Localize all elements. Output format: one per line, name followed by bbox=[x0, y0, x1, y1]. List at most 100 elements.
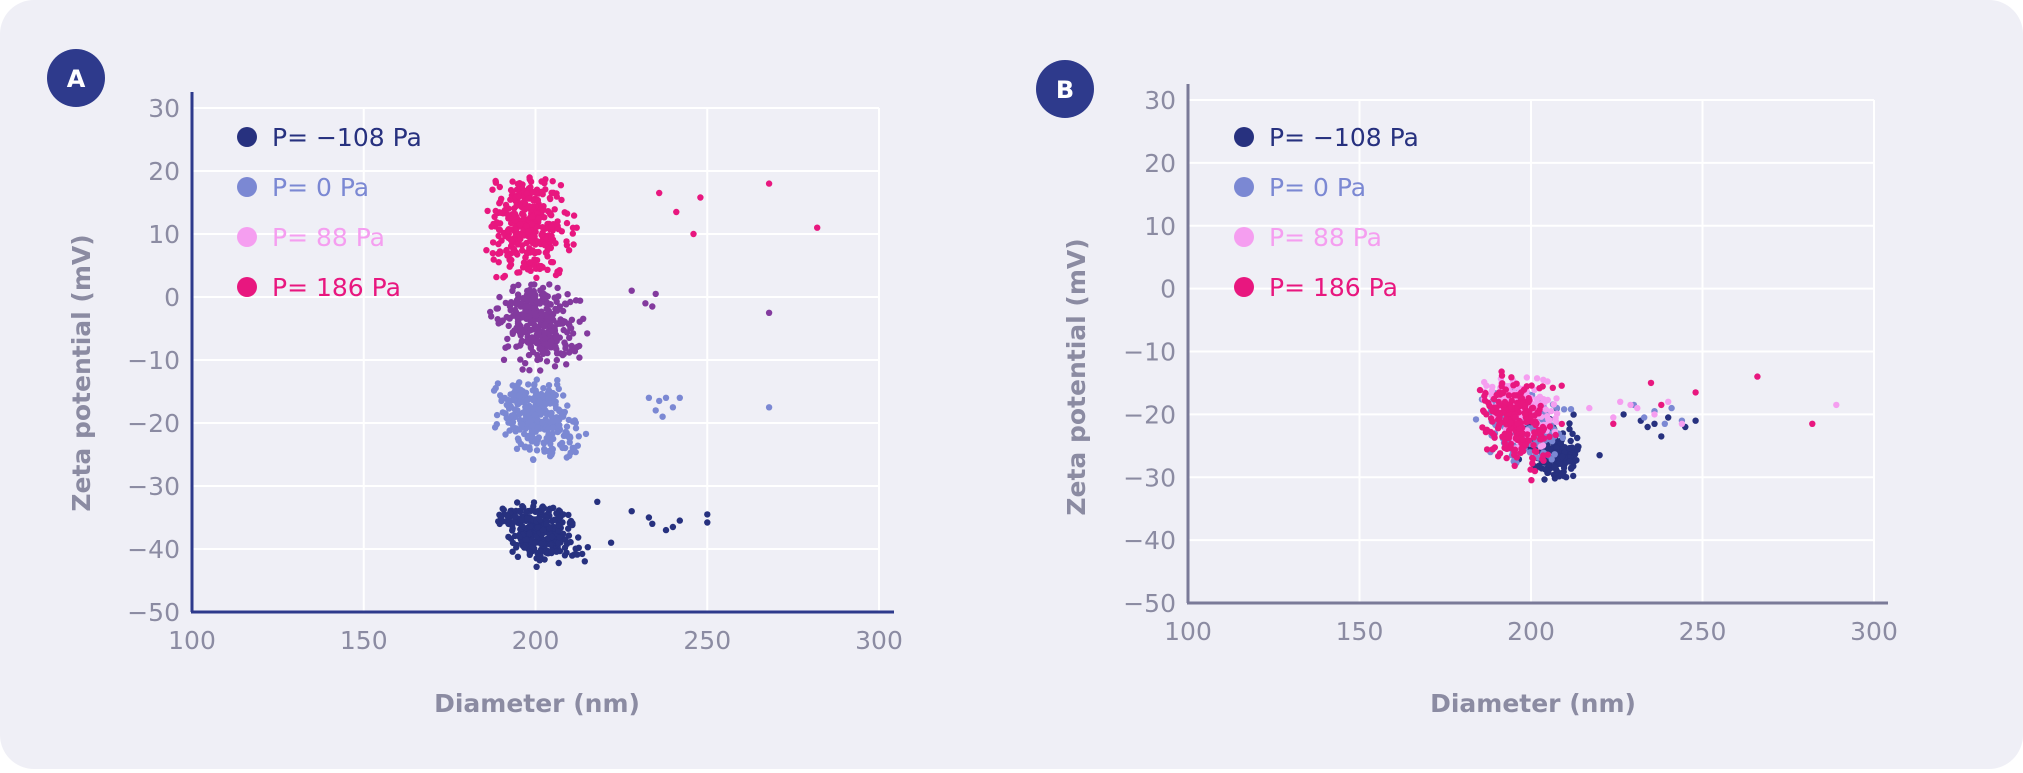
panel-a-point bbox=[576, 354, 583, 361]
panel-a-point bbox=[505, 533, 512, 541]
panel-a-point bbox=[536, 553, 544, 560]
panel-a-point bbox=[493, 273, 500, 281]
panel-a-point bbox=[519, 247, 526, 254]
panel-a-point bbox=[522, 509, 530, 516]
panel-a-point bbox=[533, 323, 540, 331]
panel-a-point bbox=[676, 517, 683, 524]
panel-b-y-tick-label: 0 bbox=[1160, 275, 1176, 304]
panel-a-point bbox=[656, 189, 663, 197]
panel-b-point bbox=[1668, 404, 1675, 412]
panel-a-point bbox=[571, 551, 578, 558]
panel-a-point bbox=[489, 186, 496, 193]
panel-a-point bbox=[503, 401, 510, 409]
panel-a-point bbox=[535, 330, 542, 337]
panel-a-point bbox=[510, 411, 517, 419]
panel-b-point bbox=[1692, 389, 1699, 396]
panel-a-point bbox=[562, 536, 569, 543]
panel-a-point bbox=[540, 206, 547, 213]
panel-b-point bbox=[1586, 404, 1593, 412]
panel-b-point bbox=[1508, 403, 1515, 410]
panel-b-point bbox=[1539, 427, 1547, 434]
panel-a-point bbox=[527, 184, 534, 191]
panel-a-y-tick-label: −40 bbox=[127, 535, 180, 564]
panel-a-point bbox=[543, 434, 550, 442]
panel-a-point bbox=[555, 539, 562, 547]
panel-a-point bbox=[563, 238, 570, 245]
panel-b-legend-marker bbox=[1234, 277, 1254, 297]
panel-a-point bbox=[492, 207, 499, 215]
panel-a-point bbox=[526, 523, 534, 530]
panel-b-point bbox=[1553, 395, 1560, 402]
panel-b-point bbox=[1503, 454, 1510, 462]
panel-b-point bbox=[1647, 379, 1655, 387]
panel-a-y-tick-label: −50 bbox=[127, 598, 180, 627]
panel-a-point bbox=[526, 259, 534, 266]
panel-a-point bbox=[548, 533, 556, 541]
panel-a-point bbox=[541, 214, 548, 221]
panel-a-point bbox=[553, 350, 561, 357]
panel-b-point bbox=[1550, 401, 1558, 408]
panel-a-point bbox=[567, 538, 574, 546]
panel-a-point bbox=[628, 508, 635, 515]
panel-a-point bbox=[565, 247, 573, 254]
panel-a-point bbox=[515, 437, 522, 444]
panel-a-point bbox=[554, 377, 561, 384]
panel-b-point bbox=[1570, 472, 1577, 480]
panel-b-point bbox=[1560, 406, 1568, 413]
panel-a-point bbox=[541, 241, 548, 249]
panel-b-point bbox=[1641, 414, 1648, 421]
panel-a-x-axis-title: Diameter (nm) bbox=[434, 689, 640, 718]
panel-a: A 100 150 200 250 3003020100−10−20−30−40−50 … bbox=[47, 49, 903, 718]
panel-a-point bbox=[540, 440, 548, 447]
panel-a-point bbox=[510, 397, 518, 404]
panel-a-point bbox=[765, 404, 773, 411]
panel-a-point bbox=[545, 410, 552, 417]
panel-a-point bbox=[487, 308, 494, 316]
panel-b-point bbox=[1546, 423, 1554, 430]
panel-b-x-axis-title: Diameter (nm) bbox=[1430, 689, 1636, 718]
panel-a-point bbox=[541, 180, 548, 187]
panel-a-point bbox=[492, 179, 500, 186]
panel-b-point bbox=[1541, 476, 1548, 483]
panel-b-point bbox=[1522, 441, 1530, 448]
panel-a-point bbox=[527, 417, 534, 425]
panel-b-point bbox=[1665, 398, 1672, 405]
panel-b-y-tick-label: −20 bbox=[1123, 400, 1176, 429]
panel-a-point bbox=[547, 541, 554, 548]
panel-b-x-tick-label: 100 bbox=[1164, 617, 1212, 646]
panel-a-point bbox=[542, 321, 549, 328]
panel-a-point bbox=[531, 381, 538, 389]
panel-b-point bbox=[1559, 434, 1567, 441]
panel-a-point bbox=[561, 209, 568, 216]
panel-a-point bbox=[579, 550, 586, 558]
panel-b-point bbox=[1493, 391, 1500, 399]
panel-a-point bbox=[539, 189, 546, 196]
panel-b-point bbox=[1513, 380, 1520, 387]
panel-a-point bbox=[569, 418, 576, 425]
panel-a-point bbox=[570, 241, 577, 248]
panel-b-point bbox=[1546, 445, 1554, 452]
panel-b-point bbox=[1557, 440, 1565, 447]
panel-b-y-tick-label: −10 bbox=[1123, 338, 1176, 367]
panel-b-point bbox=[1499, 389, 1507, 397]
panel-a-point bbox=[539, 526, 547, 533]
panel-a-x-tick-label: 200 bbox=[512, 626, 560, 655]
panel-b-legend-item: P= 0 Pa bbox=[1234, 173, 1366, 202]
panel-b-point bbox=[1539, 383, 1546, 390]
panel-a-point bbox=[594, 498, 601, 505]
panel-b-y-tick-label: 30 bbox=[1144, 86, 1176, 115]
panel-a-point bbox=[552, 343, 559, 350]
panel-a-point bbox=[510, 283, 517, 290]
panel-a-point bbox=[533, 440, 540, 447]
panel-b-point bbox=[1523, 374, 1531, 381]
panel-a-point bbox=[572, 425, 580, 432]
panel-b-point bbox=[1567, 406, 1575, 413]
panel-b-point bbox=[1540, 452, 1547, 459]
panel-a-point bbox=[514, 384, 521, 391]
panel-b-point bbox=[1508, 397, 1516, 404]
panel-a-point bbox=[541, 556, 548, 563]
panel-a-point bbox=[549, 418, 556, 425]
panel-a-legend-marker bbox=[237, 127, 257, 147]
panel-a-point bbox=[555, 225, 562, 233]
panel-b-point bbox=[1546, 433, 1553, 440]
